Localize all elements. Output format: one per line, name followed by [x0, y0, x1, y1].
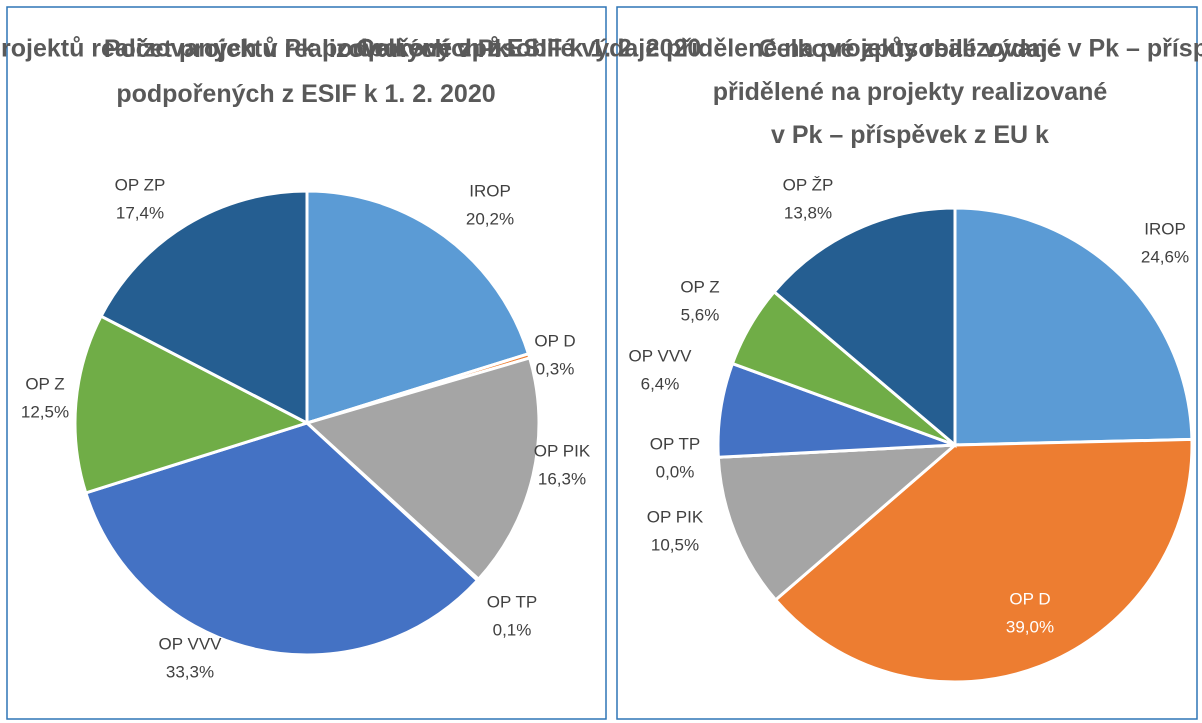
slice-label-name: OP Z: [25, 374, 64, 393]
slice-label-value: 16,3%: [538, 469, 586, 488]
slice-label-value: 6,4%: [641, 374, 680, 393]
slice-label-name: OP D: [1009, 589, 1050, 608]
pie-slice: [716, 443, 960, 603]
pie-slice: [304, 356, 541, 582]
slice-label-name: OP VVV: [629, 346, 693, 365]
slice-label-name: OP PIK: [647, 507, 704, 526]
slice-label-value: 0,1%: [493, 620, 532, 639]
slice-label-value: 13,8%: [784, 203, 832, 222]
slice-label-value: 0,3%: [536, 359, 575, 378]
slice-label-value: 12,5%: [21, 402, 69, 421]
slice-label-value: 17,4%: [116, 203, 164, 222]
pie-slice: [305, 189, 531, 426]
slice-label-name: OP TP: [487, 592, 537, 611]
slice-label-name: OP D: [534, 331, 575, 350]
slice-label-name: IROP: [1144, 219, 1186, 238]
slice-label-value: 24,6%: [1141, 247, 1189, 266]
slice-label-name: OP Z: [680, 277, 719, 296]
slice-label-name: OP ZP: [115, 175, 166, 194]
slice-label-name: OP PIK: [534, 441, 591, 460]
pie-slice: [773, 437, 1194, 684]
pie-slice: [953, 206, 1194, 447]
slice-label-name: OP ŽP: [783, 175, 834, 194]
pie-slice: [83, 421, 480, 657]
slice-label-name: OP TP: [650, 434, 700, 453]
slice-label-value: 33,3%: [166, 662, 214, 681]
slice-label-value: 5,6%: [681, 305, 720, 324]
slice-label-value: 20,2%: [466, 209, 514, 228]
pie-slice: [73, 314, 311, 495]
pie-slice: [772, 206, 957, 449]
slice-label-name: OP VVV: [159, 634, 223, 653]
pie-slice: [99, 189, 309, 426]
slice-label-value: 0,0%: [656, 462, 695, 481]
slice-label-value: 39,0%: [1006, 617, 1054, 636]
slice-label-value: 10,5%: [651, 535, 699, 554]
slice-label-name: IROP: [469, 181, 511, 200]
